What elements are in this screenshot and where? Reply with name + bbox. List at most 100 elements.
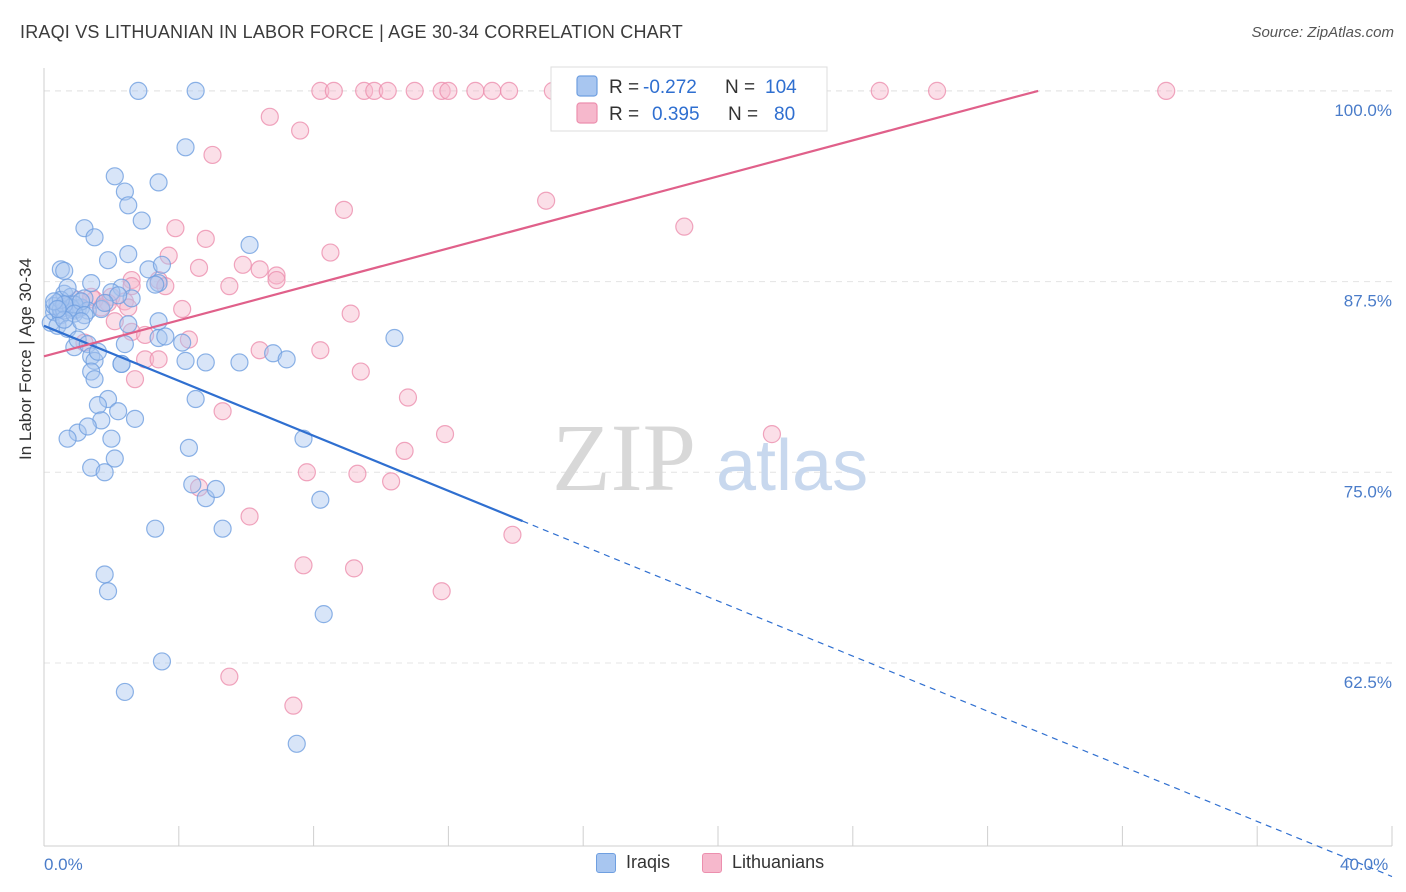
- iraqi-point-60: [230, 353, 249, 372]
- lithuanian-point-32: [159, 246, 178, 265]
- iraqi-point-61: [264, 344, 283, 363]
- iraqi-point-41: [176, 138, 195, 157]
- lithuanian-point-65: [398, 388, 418, 407]
- legend-n-value-lithuanians: 80: [774, 104, 795, 125]
- lithuanian-point-72: [382, 472, 401, 491]
- lithuanian-point-64: [125, 370, 145, 389]
- lithuanian-point-27: [334, 200, 354, 219]
- legend-r-label-iraqis: R =: [609, 77, 639, 98]
- iraqi-point-92: [287, 734, 306, 753]
- lithuanian-point-52: [173, 299, 192, 319]
- legend-n-value-iraqis: 104: [765, 77, 797, 98]
- lithuanian-point-4: [378, 81, 397, 100]
- iraqi-point-79: [95, 463, 114, 482]
- iraqi-point-39: [129, 81, 148, 100]
- lithuanian-point-33: [321, 243, 340, 262]
- lithuanians-points: [68, 81, 1176, 715]
- lithuanian-point-39: [220, 277, 239, 296]
- iraqi-point-26: [119, 245, 138, 264]
- iraqi-point-40: [186, 81, 205, 100]
- lithuanian-point-59: [250, 341, 269, 360]
- lithuanian-point-70: [297, 463, 316, 482]
- legend-bottom-swatch-iraqis: [596, 852, 616, 873]
- lithuanian-point-77: [344, 559, 364, 578]
- lithuanian-point-5: [405, 81, 424, 100]
- iraqi-point-23: [82, 273, 101, 293]
- iraqi-point-35: [115, 182, 134, 201]
- x-tick-labels: 0.0% 40.0%: [44, 855, 1388, 874]
- y-tick-label-3: 100.0%: [1334, 101, 1392, 120]
- iraqi-point-65: [85, 370, 104, 389]
- lithuanian-point-1: [324, 81, 343, 100]
- legend-n-label-lithuanians: N =: [728, 104, 758, 125]
- lithuanian-point-69: [395, 441, 414, 460]
- y-tick-label-0: 62.5%: [1344, 673, 1392, 692]
- iraqi-point-58: [176, 351, 195, 370]
- x-axis-ticks: [43, 826, 1393, 846]
- lithuanian-point-36: [250, 260, 269, 279]
- lithuanian-point-68: [762, 425, 782, 444]
- iraqi-point-27: [122, 289, 141, 308]
- lithuanian-point-29: [675, 217, 694, 236]
- iraqi-point-82: [196, 489, 215, 508]
- lithuanian-point-79: [220, 667, 239, 686]
- iraqis-points: [41, 81, 404, 753]
- lithuanian-point-31: [196, 229, 215, 248]
- iraqi-point-37: [132, 211, 151, 230]
- iraqi-point-30: [152, 255, 172, 274]
- x-tick-label-min: 0.0%: [44, 855, 83, 874]
- iraqi-point-98: [109, 286, 128, 305]
- iraqi-point-86: [213, 519, 232, 538]
- iraqi-point-70: [92, 411, 111, 430]
- iraqi-point-102: [95, 293, 114, 313]
- iraqi-point-88: [98, 582, 118, 601]
- lithuanian-point-38: [267, 270, 286, 290]
- legend-bottom-label-iraqis: Iraqis: [626, 852, 671, 872]
- iraqi-point-28: [139, 260, 158, 279]
- iraqi-point-89: [314, 605, 333, 624]
- iraqis-trend-extension: [522, 520, 1393, 878]
- legend-swatch-iraqis: [576, 75, 598, 97]
- iraqi-point-52: [115, 335, 134, 354]
- lithuanian-point-21: [870, 81, 889, 100]
- legend-bottom-swatch-lithuanians: [702, 852, 723, 873]
- lithuanian-point-67: [435, 425, 455, 444]
- iraqi-point-57: [173, 333, 192, 352]
- lithuanian-point-23: [1157, 81, 1176, 100]
- chart-title: IRAQI VS LITHUANIAN IN LABOR FORCE | AGE…: [20, 22, 683, 42]
- iraqi-point-59: [196, 353, 215, 372]
- lithuanian-point-66: [213, 402, 232, 421]
- iraqi-point-80: [105, 449, 124, 468]
- iraqi-point-101: [71, 312, 91, 331]
- x-tick-label-max: 40.0%: [1340, 855, 1388, 874]
- trend-lines: [43, 89, 1393, 878]
- iraqi-point-22: [58, 278, 77, 297]
- iraqi-point-66: [98, 389, 118, 409]
- watermark-zip: ZIP: [552, 404, 696, 511]
- iraqi-point-68: [125, 409, 145, 428]
- iraqi-point-76: [179, 438, 199, 457]
- iraqi-point-78: [82, 458, 101, 477]
- iraqi-point-21: [55, 261, 74, 280]
- iraqi-point-42: [240, 235, 259, 255]
- lithuanian-point-9: [483, 81, 502, 100]
- lithuanian-point-0: [311, 81, 330, 100]
- iraqi-point-71: [186, 389, 205, 409]
- source-attribution: Source: ZipAtlas.com: [1251, 24, 1394, 41]
- lithuanian-point-75: [503, 525, 522, 544]
- lithuanian-point-2: [355, 81, 374, 100]
- lithuanian-point-37: [267, 266, 286, 285]
- lithuanian-point-10: [499, 81, 519, 100]
- iraqi-point-56: [156, 327, 175, 346]
- lithuanian-point-34: [189, 258, 209, 277]
- lithuanians-trend-line: [43, 89, 1039, 358]
- iraqi-point-63: [385, 328, 404, 348]
- lithuanian-point-74: [240, 507, 259, 526]
- watermark-atlas: atlas: [716, 426, 868, 506]
- iraqi-point-90: [152, 652, 172, 671]
- lithuanian-point-35: [233, 255, 252, 274]
- iraqi-point-69: [88, 396, 108, 415]
- lithuanian-point-63: [351, 362, 370, 381]
- lithuanian-point-71: [348, 464, 367, 483]
